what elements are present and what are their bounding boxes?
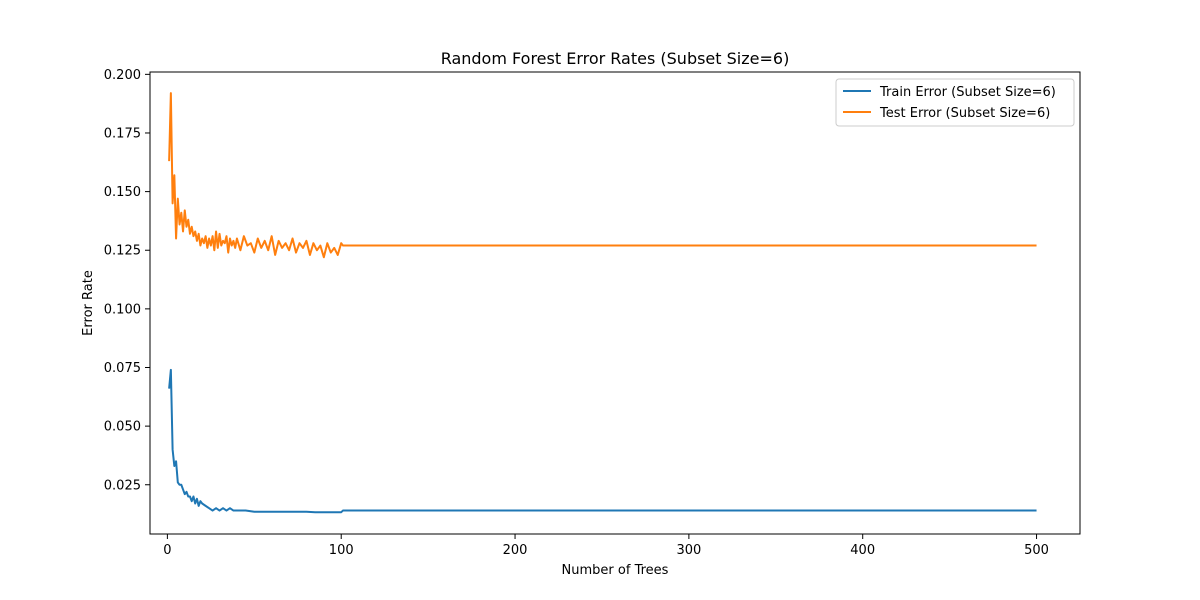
chart-title: Random Forest Error Rates (Subset Size=6… [441, 49, 790, 68]
y-tick-label: 0.150 [104, 185, 141, 200]
x-tick-label: 200 [503, 543, 528, 558]
plot-area [168, 92, 1037, 514]
y-tick-label: 0.200 [104, 68, 141, 83]
x-tick-label: 500 [1024, 543, 1049, 558]
x-tick-label: 100 [329, 543, 354, 558]
y-tick-label: 0.175 [104, 126, 141, 141]
x-axis-title: Number of Trees [562, 563, 669, 578]
axis-ticks: 0 100 200 300 400 500 0.025 0.050 0.075 0.100 0.12… [104, 68, 1049, 558]
y-tick-label: 0.075 [104, 361, 141, 376]
legend-box [835, 78, 1075, 127]
x-tick-label: 0 [163, 543, 171, 558]
x-tick-label: 300 [676, 543, 701, 558]
y-axis-title: Error Rate [81, 270, 96, 336]
legend-label-train: Train Error (Subset Size=6) [879, 85, 1056, 100]
test-error-line [168, 92, 1037, 259]
y-tick-label: 0.025 [104, 478, 141, 493]
plot-frame [149, 71, 1081, 535]
train-error-line [168, 368, 1037, 514]
y-tick-label: 0.125 [104, 244, 141, 259]
legend: Train Error (Subset Size=6) Test Error (… [835, 78, 1075, 127]
y-tick-label: 0.050 [104, 420, 141, 435]
y-tick-label: 0.100 [104, 302, 141, 317]
legend-label-test: Test Error (Subset Size=6) [879, 106, 1050, 121]
x-tick-label: 400 [850, 543, 875, 558]
